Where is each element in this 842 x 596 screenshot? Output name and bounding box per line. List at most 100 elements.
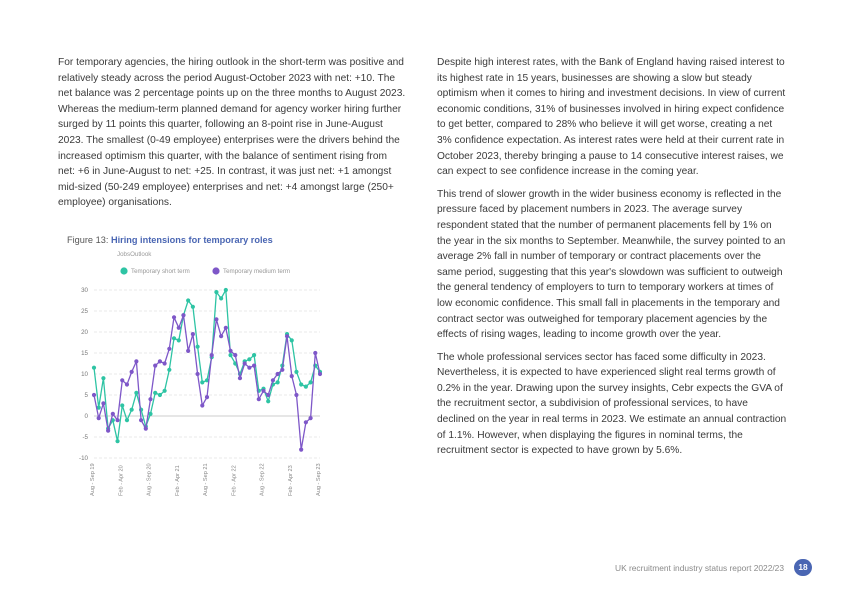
- y-tick-label: 0: [85, 413, 89, 420]
- data-point: [214, 317, 219, 322]
- data-point: [280, 367, 285, 372]
- data-point: [299, 382, 304, 387]
- data-point: [167, 367, 172, 372]
- data-point: [275, 380, 280, 385]
- y-tick-label: 10: [81, 371, 88, 378]
- body-paragraph: The whole professional services sector h…: [437, 351, 787, 457]
- data-point: [308, 416, 313, 421]
- legend-marker: [212, 267, 220, 275]
- data-point: [148, 411, 153, 416]
- x-tick-label: Feb - Apr 20: [118, 465, 124, 496]
- data-point: [266, 399, 271, 404]
- data-point: [186, 298, 191, 303]
- y-tick-label: 15: [81, 350, 88, 357]
- data-point: [120, 378, 125, 383]
- body-paragraph: This trend of slower growth in the wider…: [437, 188, 786, 341]
- x-tick-label: Aug - Sep 22: [260, 463, 266, 496]
- data-point: [247, 357, 252, 362]
- hiring-intentions-chart: Temporary short term Temporary medium ter…: [79, 267, 323, 496]
- data-point: [195, 371, 200, 377]
- figure-caption: Figure 13: Hiring intensions for tempora…: [67, 235, 273, 245]
- data-point: [129, 407, 134, 412]
- data-point: [91, 392, 97, 398]
- data-point: [204, 395, 210, 400]
- data-point: [261, 388, 266, 393]
- data-point: [275, 371, 280, 377]
- data-point: [256, 397, 261, 402]
- data-point: [190, 332, 195, 337]
- y-tick-label: 5: [85, 392, 89, 399]
- data-point: [162, 388, 167, 393]
- legend-label: Temporary medium term: [223, 268, 290, 275]
- data-point: [148, 397, 153, 402]
- data-point: [294, 392, 299, 398]
- data-point: [195, 344, 200, 349]
- body-paragraph: For temporary agencies, the hiring outlo…: [58, 57, 406, 209]
- data-point: [204, 378, 210, 383]
- data-point: [171, 336, 177, 341]
- data-point: [124, 418, 130, 423]
- data-point: [251, 363, 257, 368]
- x-tick-label: Aug - Sep 19: [90, 463, 96, 496]
- data-point: [110, 411, 115, 416]
- data-point: [181, 313, 186, 318]
- data-point: [242, 361, 247, 366]
- y-tick-label: 25: [81, 308, 88, 315]
- figure-title: Hiring intensions for temporary roles: [110, 235, 273, 245]
- data-point: [96, 405, 101, 410]
- page-number: 18: [794, 559, 812, 576]
- data-point: [289, 374, 294, 379]
- data-point: [200, 403, 205, 408]
- data-point: [186, 348, 191, 353]
- data-point: [91, 365, 97, 370]
- data-point: [176, 338, 181, 343]
- x-tick-label: Aug - Sep 21: [203, 463, 209, 496]
- y-tick-label: -5: [82, 434, 88, 441]
- data-point: [129, 369, 134, 374]
- data-point: [317, 371, 323, 377]
- data-point: [233, 353, 238, 358]
- x-tick-label: Feb - Apr 22: [231, 465, 237, 496]
- chart-source: JobsOutlook: [117, 251, 152, 258]
- data-point: [251, 353, 257, 358]
- y-tick-label: -10: [79, 455, 89, 462]
- data-point: [247, 365, 252, 370]
- legend-marker: [120, 267, 128, 275]
- data-point: [190, 304, 195, 309]
- footer-report-title: UK recruitment industry status report 20…: [615, 563, 784, 573]
- data-point: [106, 428, 111, 433]
- legend-label: Temporary short term: [131, 268, 190, 275]
- data-point: [138, 418, 144, 423]
- data-point: [303, 420, 308, 425]
- data-point: [214, 290, 219, 295]
- right-column: Despite high interest rates, with the Ba…: [437, 55, 787, 466]
- data-point: [153, 390, 158, 395]
- data-point: [219, 296, 224, 301]
- data-point: [115, 439, 120, 444]
- data-point: [200, 380, 205, 385]
- data-point: [157, 392, 163, 398]
- data-point: [96, 416, 101, 421]
- data-point: [289, 338, 294, 343]
- data-point: [294, 369, 299, 374]
- data-point: [176, 325, 181, 330]
- x-tick-label: Aug - Sep 20: [147, 463, 153, 496]
- data-point: [153, 363, 158, 368]
- data-point: [124, 382, 130, 387]
- data-point: [134, 390, 139, 395]
- data-point: [115, 418, 120, 423]
- data-point: [219, 334, 224, 339]
- data-point: [143, 426, 148, 431]
- data-point: [228, 348, 233, 353]
- data-point: [171, 315, 177, 320]
- data-point: [134, 359, 139, 364]
- data-point: [313, 350, 318, 356]
- data-point: [223, 287, 228, 293]
- data-point: [120, 403, 125, 408]
- data-point: [299, 447, 304, 452]
- x-tick-label: Aug - Sep 23: [316, 463, 322, 496]
- data-point: [209, 353, 214, 358]
- data-point: [162, 361, 167, 366]
- left-column: For temporary agencies, the hiring outlo…: [58, 55, 406, 218]
- figure-label: Figure 13:: [67, 235, 109, 245]
